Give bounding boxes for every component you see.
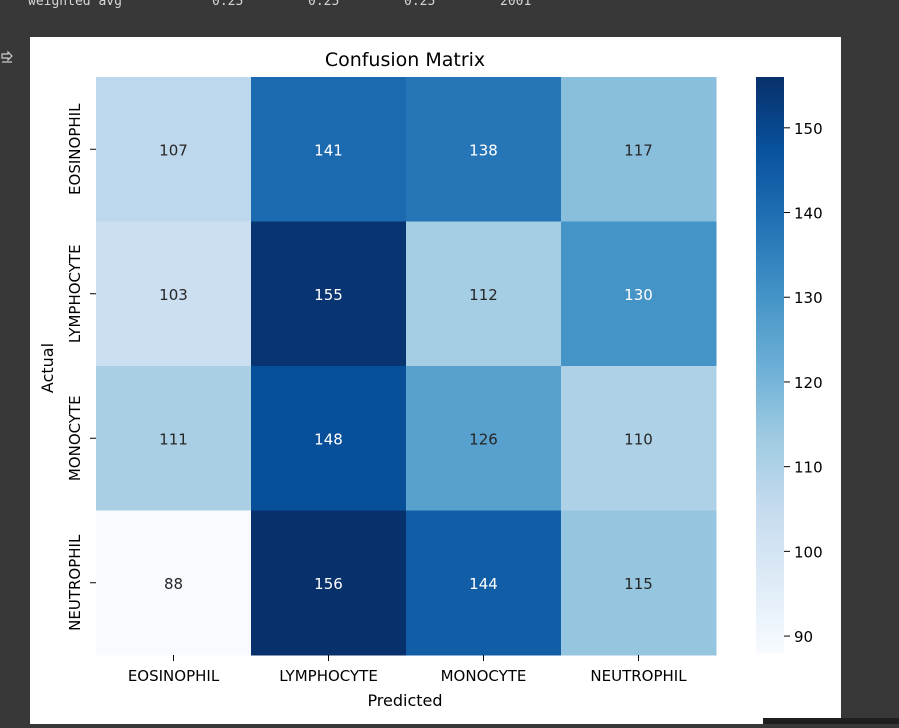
y-axis-label: Actual [38,343,57,393]
heatmap-cell [561,77,717,222]
scroll-corner [763,718,899,724]
colorbar-tick-label: 130 [794,289,823,307]
colorbar-tick-label: 140 [794,205,823,223]
report-row-label: weighted avg [28,0,122,9]
heatmap-cell [251,221,407,367]
y-tick-label: MONOCYTE [66,395,84,481]
cell-value-label: 156 [314,575,343,593]
cell-value-label: 155 [314,286,343,304]
chart-title: Confusion Matrix [325,49,485,71]
heatmap-cell [406,366,562,511]
heatmap-cell [561,510,717,656]
heatmap-cell [561,221,717,367]
heatmap-cell [406,510,562,656]
heatmap-cell [96,221,252,367]
report-support: 2001 [500,0,532,9]
cell-value-label: 126 [469,430,498,448]
colorbar-tick-label: 100 [794,543,823,561]
heatmap-cell [251,366,407,511]
colorbar-tick-label: 110 [794,459,823,477]
cell-value-label: 88 [164,575,183,593]
cell-value-label: 112 [469,286,498,304]
cell-value-label: 144 [469,575,498,593]
colorbar [756,77,784,653]
colorbar-tick-label: 150 [794,120,823,138]
x-tick-label: LYMPHOCYTE [279,667,378,685]
heatmap-cell [406,221,562,367]
cell-value-label: 103 [159,286,188,304]
report-f1: 0.25 [404,0,436,9]
cell-value-label: 110 [624,430,653,448]
confusion-matrix-figure: Confusion Matrix 107 141 138 117 103 155 112 13… [30,37,841,724]
cell-value-label: 117 [624,141,653,159]
y-tick-label: EOSINOPHIL [66,103,84,195]
cell-value-label: 115 [624,575,653,593]
x-tick-label: MONOCYTE [441,667,527,685]
cell-value-label: 148 [314,430,343,448]
confusion-matrix-chart: Confusion Matrix 107 141 138 117 103 155 112 13… [38,49,823,710]
heatmap-cell [96,366,252,511]
cell-value-label: 141 [314,141,343,159]
y-tick-label: NEUTROPHIL [66,534,84,631]
x-axis-label: Predicted [367,691,442,710]
report-precision: 0.25 [212,0,244,9]
heatmap-cell [96,77,252,222]
x-tick-label: EOSINOPHIL [128,667,220,685]
cell-value-label: 130 [624,286,653,304]
y-tick-label: LYMPHOCYTE [66,244,84,343]
heatmap-cell [96,510,252,656]
colorbar-tick-label: 90 [794,628,813,646]
heatmap-cell [406,77,562,222]
report-recall: 0.25 [308,0,340,9]
cell-value-label: 111 [159,430,188,448]
heatmap-cell [251,77,407,222]
cell-value-label: 107 [159,141,188,159]
colorbar-tick-label: 120 [794,374,823,392]
classification-report-weighted-avg-row: weighted avg 0.25 0.25 0.25 2001 [0,0,899,14]
heatmap-cell [561,366,717,511]
cell-value-label: 138 [469,141,498,159]
output-toggle-icon[interactable] [0,50,14,68]
heatmap-cell [251,510,407,656]
x-tick-label: NEUTROPHIL [590,667,687,685]
